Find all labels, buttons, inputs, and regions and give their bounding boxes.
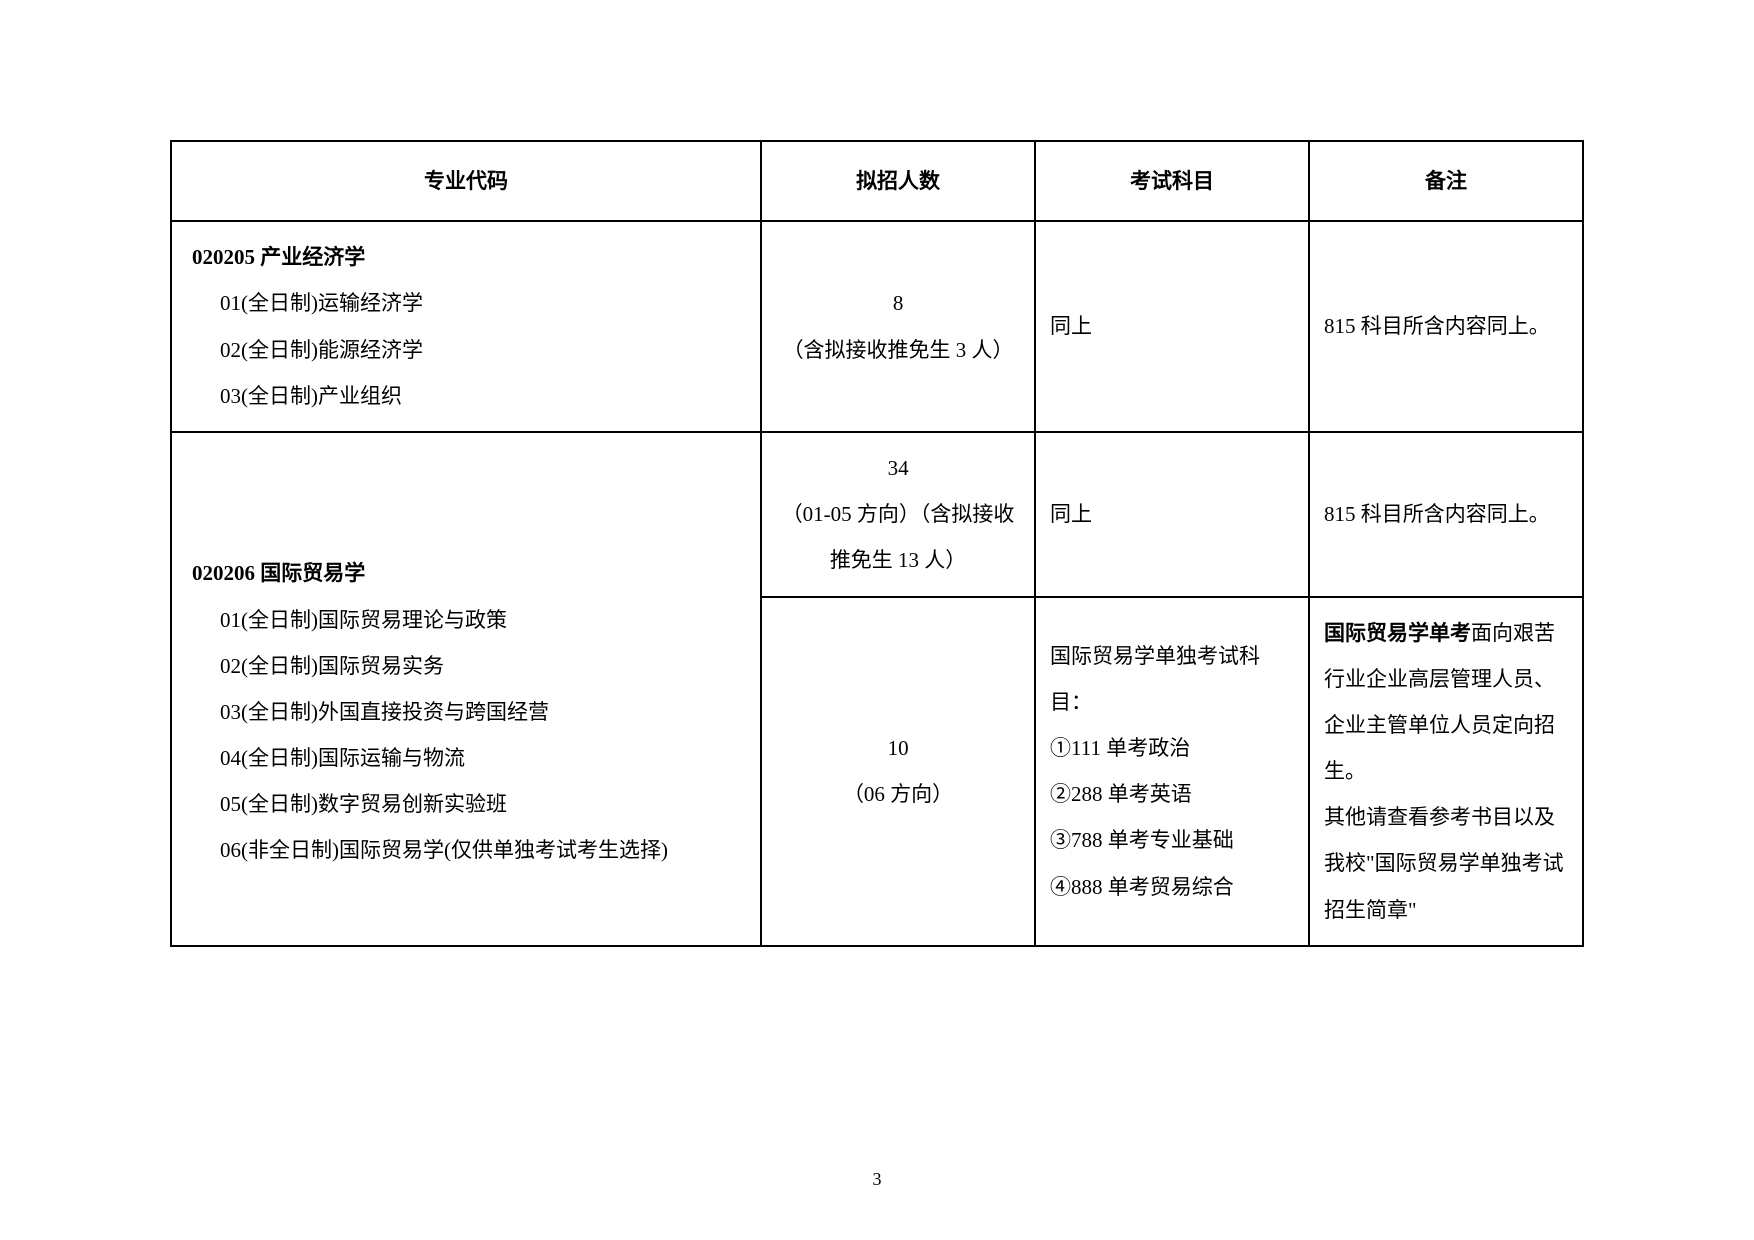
program-item: 05(全日制)数字贸易创新实验班 (192, 781, 746, 827)
subject-cell: 国际贸易学单独考试科目： ①111 单考政治 ②288 单考英语 ③788 单考… (1035, 597, 1309, 946)
subject-title: 国际贸易学单独考试科目： (1050, 633, 1294, 725)
header-program: 专业代码 (171, 141, 761, 221)
table-row: 020206 国际贸易学 01(全日制)国际贸易理论与政策 02(全日制)国际贸… (171, 432, 1583, 597)
subject-item: ②288 单考英语 (1050, 771, 1294, 817)
header-quota: 拟招人数 (761, 141, 1035, 221)
subject-cell: 同上 (1035, 221, 1309, 432)
table-row: 020205 产业经济学 01(全日制)运输经济学 02(全日制)能源经济学 0… (171, 221, 1583, 432)
subject-cell: 同上 (1035, 432, 1309, 597)
quota-number: 8 (776, 280, 1020, 326)
program-item: 01(全日制)国际贸易理论与政策 (192, 597, 746, 643)
program-item: 06(非全日制)国际贸易学(仅供单独考试考生选择) (192, 827, 746, 873)
program-item: 02(全日制)国际贸易实务 (192, 643, 746, 689)
page-number: 3 (0, 1169, 1754, 1190)
note-text: 其他请查看参考书目以及我校"国际贸易学单独考试招生简章" (1324, 794, 1568, 933)
program-item: 01(全日制)运输经济学 (192, 280, 746, 326)
quota-note: （06 方向） (776, 771, 1020, 817)
note-cell: 815 科目所含内容同上。 (1309, 432, 1583, 597)
header-subject: 考试科目 (1035, 141, 1309, 221)
program-item: 02(全日制)能源经济学 (192, 327, 746, 373)
program-title: 020205 产业经济学 (192, 234, 746, 280)
quota-cell: 8 （含拟接收推免生 3 人） (761, 221, 1035, 432)
program-table: 专业代码 拟招人数 考试科目 备注 020205 产业经济学 01(全日制)运输… (170, 140, 1584, 947)
program-item: 03(全日制)外国直接投资与跨国经营 (192, 689, 746, 735)
note-cell: 815 科目所含内容同上。 (1309, 221, 1583, 432)
quota-number: 10 (776, 725, 1020, 771)
quota-note: （含拟接收推免生 3 人） (776, 327, 1020, 373)
program-item: 04(全日制)国际运输与物流 (192, 735, 746, 781)
program-cell: 020206 国际贸易学 01(全日制)国际贸易理论与政策 02(全日制)国际贸… (171, 432, 761, 946)
program-item: 03(全日制)产业组织 (192, 373, 746, 419)
header-note: 备注 (1309, 141, 1583, 221)
quota-number: 34 (776, 445, 1020, 491)
subject-item: ④888 单考贸易综合 (1050, 864, 1294, 910)
quota-cell: 34 （01-05 方向）（含拟接收推免生 13 人） (761, 432, 1035, 597)
quota-cell: 10 （06 方向） (761, 597, 1035, 946)
program-cell: 020205 产业经济学 01(全日制)运输经济学 02(全日制)能源经济学 0… (171, 221, 761, 432)
subject-item: ③788 单考专业基础 (1050, 817, 1294, 863)
subject-item: ①111 单考政治 (1050, 725, 1294, 771)
program-title: 020206 国际贸易学 (192, 550, 746, 596)
header-row: 专业代码 拟招人数 考试科目 备注 (171, 141, 1583, 221)
note-cell: 国际贸易学单考面向艰苦行业企业高层管理人员、企业主管单位人员定向招生。 其他请查… (1309, 597, 1583, 946)
quota-note: （01-05 方向）（含拟接收推免生 13 人） (776, 491, 1020, 583)
note-bold: 国际贸易学单考 (1324, 621, 1471, 645)
